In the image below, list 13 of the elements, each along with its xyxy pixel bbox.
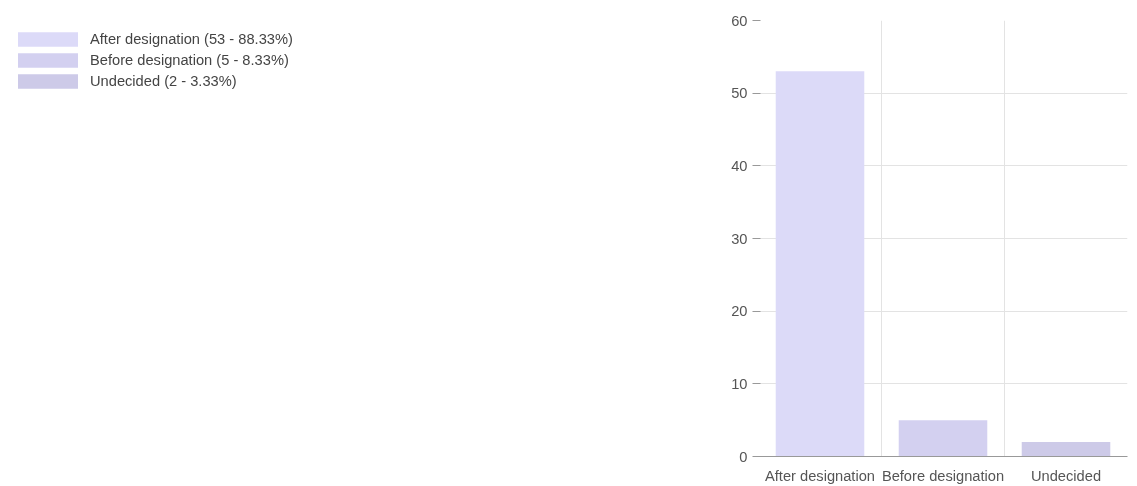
legend-label: Undecided (2 - 3.33%) [90, 73, 237, 89]
x-tick-label: Undecided [1030, 467, 1102, 484]
y-tick-label: 10 [731, 375, 748, 392]
y-tick-label: 50 [731, 85, 748, 102]
y-tick-label: 30 [731, 230, 748, 247]
y-tick-label: 0 [739, 448, 748, 465]
legend-label: After designation (53 - 88.33%) [90, 31, 293, 47]
y-tick-label: 40 [731, 157, 748, 174]
x-tick-label: Before designation [881, 467, 1005, 484]
legend-label: Before designation (5 - 8.33%) [90, 52, 289, 68]
y-tick-label: 20 [731, 303, 748, 320]
y-tick-label: 60 [731, 12, 748, 29]
x-tick-label: After designation [765, 467, 875, 484]
